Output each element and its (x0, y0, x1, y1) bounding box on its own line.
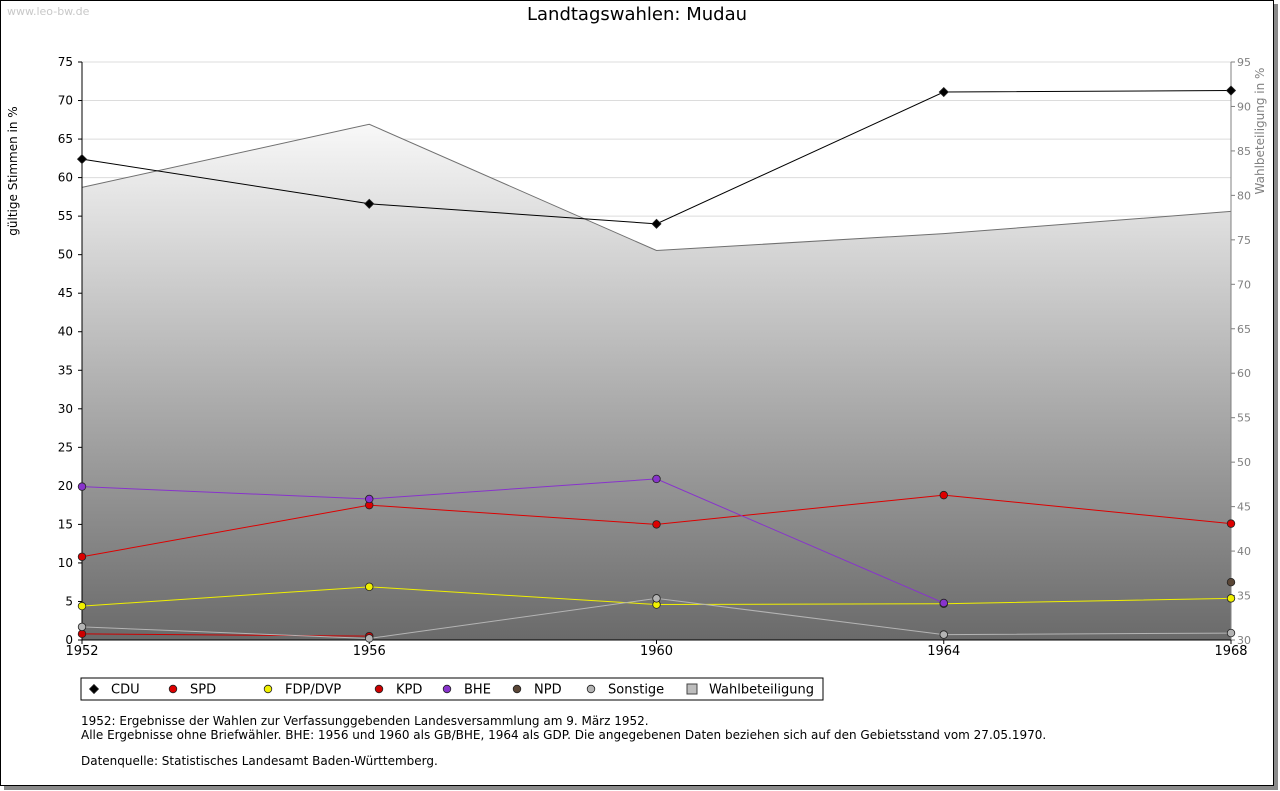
y-tick-label: 5 (65, 594, 73, 608)
y2-tick-label: 30 (1237, 634, 1251, 647)
legend-swatch-wahlbeteiligung (686, 683, 698, 695)
point-npd (1226, 578, 1236, 587)
legend-box (80, 677, 824, 701)
x-tick-label: 1956 (353, 644, 386, 659)
y-tick-label: 35 (58, 363, 73, 377)
chart-title: Landtagswahlen: Mudau (526, 4, 748, 25)
legend-swatch-sonstige (586, 684, 596, 694)
x-tick-label: 1968 (1214, 644, 1247, 659)
legend-label-kpd: KPD (396, 683, 422, 698)
y-tick-label: 70 (58, 94, 73, 108)
turnout-line (81, 123, 1232, 252)
x-tick-label: 1952 (65, 644, 98, 659)
y-tick-label: 65 (58, 132, 73, 146)
point-cdu (651, 218, 662, 229)
watermark: www.leo-bw.de (7, 5, 90, 18)
point-fdp-dvp (77, 601, 87, 611)
y-axis-title: gültige Stimmen in % (6, 106, 20, 235)
y2-tick-label: 55 (1237, 412, 1251, 425)
legend-swatch-npd (512, 684, 522, 694)
y-tick-label: 60 (58, 171, 73, 185)
legend-swatch-kpd (374, 684, 384, 694)
y-tick-label: 15 (58, 517, 73, 531)
y2-tick-label: 95 (1237, 56, 1251, 69)
point-sonstige (652, 594, 661, 603)
turnout-area (82, 124, 1231, 640)
x-tick-label: 1960 (640, 644, 673, 659)
point-bhe (77, 482, 87, 491)
legend-label-fdp-dvp: FDP/DVP (285, 683, 341, 698)
point-fdp-dvp (1226, 594, 1236, 603)
point-sonstige (939, 630, 948, 639)
legend-swatch-cdu (88, 683, 100, 695)
y-tick-label: 75 (58, 55, 73, 69)
legend-swatch-bhe (442, 684, 452, 694)
legend-label-spd: SPD (190, 683, 216, 698)
point-bhe (365, 494, 374, 504)
point-sonstige (1226, 628, 1236, 638)
legend-label-wahlbeteiligung: Wahlbeteiligung (709, 683, 814, 698)
y-tick-label: 25 (58, 440, 73, 454)
point-fdp-dvp (365, 582, 374, 592)
point-cdu (364, 198, 375, 209)
y-tick-label: 10 (58, 556, 73, 570)
y-tick-label: 30 (58, 402, 73, 416)
series-line-kpd (81, 633, 370, 637)
point-sonstige (365, 634, 374, 643)
legend-label-npd: NPD (534, 683, 562, 698)
point-cdu (76, 154, 88, 165)
y2-tick-label: 35 (1237, 590, 1251, 603)
y-tick-label: 50 (58, 248, 73, 262)
x-tick-label: 1964 (927, 644, 960, 659)
point-kpd (77, 629, 87, 639)
legend-label-cdu: CDU (111, 683, 140, 698)
legend-swatch-fdp-dvp (263, 684, 273, 694)
y2-tick-label: 90 (1237, 100, 1251, 113)
legend-swatch-spd (168, 684, 178, 694)
y2-tick-label: 80 (1237, 189, 1251, 202)
y2-tick-label: 70 (1237, 278, 1251, 291)
y2-tick-label: 50 (1237, 456, 1251, 469)
y-tick-label: 20 (58, 479, 73, 493)
footnote-2: Alle Ergebnisse ohne Briefwähler. BHE: 1… (81, 728, 1047, 742)
point-spd (939, 490, 948, 500)
y2-tick-label: 40 (1237, 545, 1251, 558)
y2-tick-label: 60 (1237, 367, 1251, 380)
data-source: Datenquelle: Statistisches Landesamt Bad… (81, 754, 438, 768)
point-spd (652, 520, 661, 529)
y-tick-label: 55 (58, 209, 73, 223)
point-cdu (938, 86, 949, 98)
point-bhe (939, 598, 948, 608)
y-tick-label: 45 (58, 286, 73, 300)
series-line-bhe (81, 478, 944, 604)
point-spd (1226, 519, 1236, 528)
footnotes: 1952: Ergebnisse der Wahlen zur Verfassu… (81, 714, 1046, 768)
y2-tick-label: 65 (1237, 323, 1251, 336)
legend-label-sonstige: Sonstige (608, 683, 664, 698)
y2-tick-label: 75 (1237, 234, 1251, 247)
point-cdu (1225, 85, 1237, 96)
y2-axis-title: Wahlbeteiligung in % (1253, 68, 1267, 195)
y2-tick-label: 85 (1237, 145, 1251, 158)
y-tick-label: 40 (58, 325, 73, 339)
point-sonstige (77, 622, 87, 632)
point-bhe (652, 474, 661, 484)
footnote-1: 1952: Ergebnisse der Wahlen zur Verfassu… (81, 714, 649, 728)
point-spd (77, 552, 87, 561)
legend-label-bhe: BHE (464, 683, 491, 698)
y-tick-label: 0 (65, 633, 73, 647)
y2-tick-label: 45 (1237, 501, 1251, 514)
